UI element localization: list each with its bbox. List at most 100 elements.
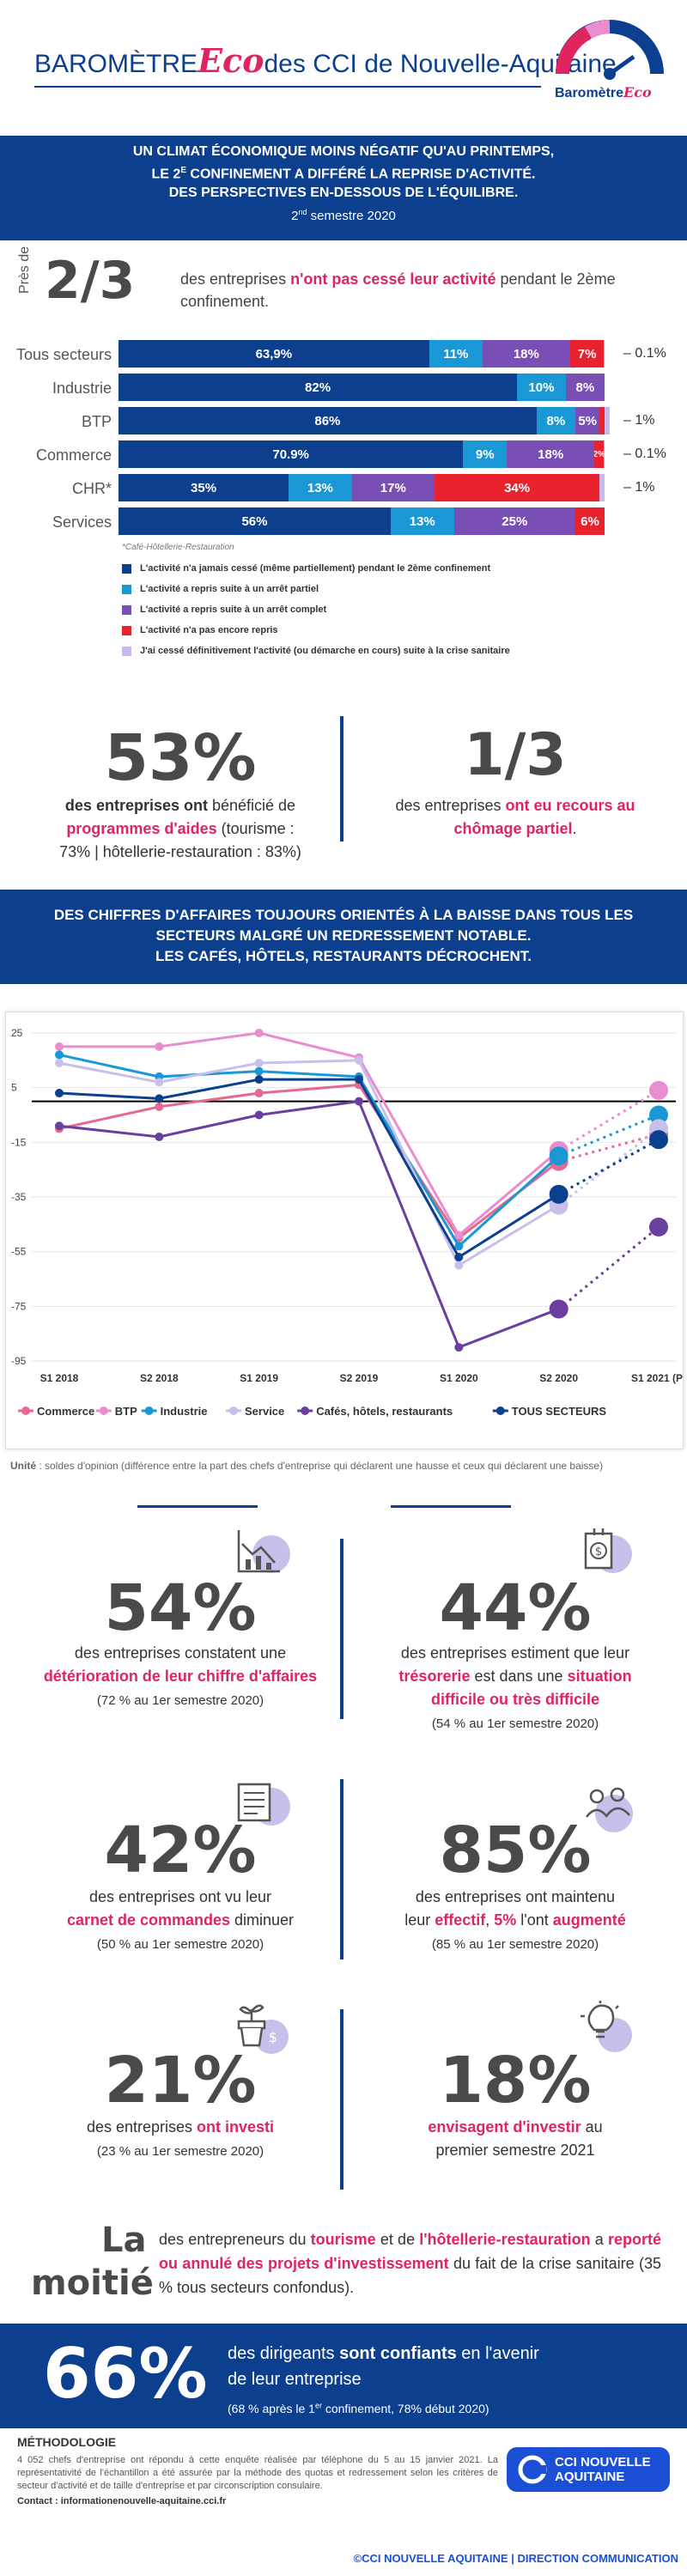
series-point (649, 1130, 668, 1150)
gauge-icon (556, 20, 664, 80)
series-point (55, 1042, 64, 1051)
intro-text: des entreprises n'ont pas cessé leur act… (180, 270, 616, 310)
bar-segment: 5% (575, 407, 600, 434)
legend-marker (21, 1406, 30, 1415)
header-title-eco: Eco (198, 41, 264, 80)
stat-54-big: 54% (104, 1571, 257, 1645)
grid-divider-1 (340, 1539, 344, 1719)
series-point (155, 1094, 164, 1103)
bar-footnote: *Café-Hôtellerie-Restauration (122, 543, 234, 552)
stat-53-big: 53% (104, 721, 257, 795)
legend-marker (495, 1406, 505, 1415)
cci-logo: CCI NOUVELLE AQUITAINE (507, 2447, 670, 2492)
series-projection (558, 1114, 660, 1157)
y-tick-label: -15 (11, 1136, 27, 1148)
legend-label: Service (245, 1405, 284, 1418)
banner2-line1: DES CHIFFRES D'AFFAIRES TOUJOURS ORIENTÉ… (53, 907, 634, 923)
logo-label: Baromètre (555, 86, 624, 100)
bar-segment: 13% (289, 474, 352, 501)
footer: ©CCI NOUVELLE AQUITAINE | DIRECTION COMM… (353, 2552, 678, 2565)
series-point (549, 1184, 568, 1204)
stat-42-text: des entreprises ont vu leur carnet de co… (66, 1888, 295, 1952)
legend-label: TOUS SECTEURS (512, 1405, 607, 1418)
banner-line3: DES PERSPECTIVES EN-DESSOUS DE L'ÉQUILIB… (168, 185, 519, 201)
legend-swatch (122, 646, 131, 656)
series-point (549, 1146, 568, 1166)
grid-divider-2 (340, 1779, 344, 1959)
legend-label: Commerce (37, 1405, 94, 1418)
intro-pres-de: Près de (17, 246, 32, 294)
x-tick-label: S2 2018 (140, 1372, 179, 1384)
legend-label: BTP (115, 1405, 137, 1418)
series-point (355, 1097, 363, 1106)
bar-segment: 8% (565, 374, 605, 401)
header-title: BAROMÈTREEcodes CCI de Nouvelle-Aquitain… (34, 41, 617, 80)
series-point (254, 1089, 264, 1098)
grid-top-line-right (391, 1505, 511, 1508)
intro-big: 2/3 (45, 251, 136, 311)
bar-outside-label: – 1% (623, 413, 655, 428)
dollar-doc-icon: $ (584, 1528, 632, 1573)
methodology-text: 4 052 chefs d'entreprise ont répondu à c… (17, 2455, 498, 2491)
legend-label: J'ai cessé définitivement l'activité (ou… (140, 646, 510, 656)
header-underline (34, 86, 541, 88)
stat-18-text: envisagent d'investir au premier semestr… (428, 2118, 603, 2159)
series-point (155, 1078, 164, 1087)
stats1-divider (340, 716, 344, 841)
series-point (155, 1132, 164, 1141)
order-book-icon (237, 1783, 290, 1826)
bar-segment (599, 407, 605, 434)
bar-segment (605, 407, 610, 434)
series-point (454, 1230, 464, 1240)
bar-outside-label: – 1% (623, 480, 655, 495)
series-point (55, 1059, 64, 1068)
legend-label: Industrie (161, 1405, 208, 1418)
y-tick-label: 25 (11, 1027, 23, 1039)
stat-44-text: des entreprises estiment que leur trésor… (398, 1644, 632, 1731)
moitie-text: des entrepreneurs du tourisme et de l'hô… (159, 2231, 662, 2296)
bar-segment: 70.9% (119, 440, 464, 468)
bar-outside-label: – 0.1% (623, 346, 666, 361)
bar-segment: 56% (119, 507, 391, 535)
series-point (254, 1029, 264, 1037)
banner-climate: UN CLIMAT ÉCONOMIQUE MOINS NÉGATIF QU'AU… (0, 136, 687, 240)
svg-text:$: $ (269, 2029, 277, 2045)
series-point (454, 1253, 464, 1262)
legend-label: L'activité a repris suite à un arrêt par… (140, 584, 319, 594)
legend-marker (99, 1406, 108, 1415)
series-point (649, 1218, 668, 1237)
legend-marker (229, 1406, 238, 1415)
grid-top-line (137, 1505, 258, 1508)
bar-legend-item: L'activité n'a pas encore repris (122, 625, 278, 635)
series-point (155, 1102, 164, 1111)
x-tick-label: S1 2021 (P) (631, 1372, 683, 1384)
series-point (454, 1261, 464, 1270)
bar-category-label: Industrie (52, 380, 112, 397)
series-line (58, 1078, 560, 1260)
bar-segment: 11% (429, 340, 483, 368)
banner-line2: LE 2E CONFINEMENT A DIFFÉRÉ LA REPRISE D… (151, 166, 536, 182)
confidence-banner: 66% des dirigeants sont confiants en l'a… (0, 2324, 687, 2428)
bar-category-label: CHR* (71, 480, 112, 497)
bar-legend-item: L'activité a repris suite à un arrêt com… (122, 605, 326, 615)
series-point (549, 1299, 568, 1319)
stat-42-big: 42% (104, 1814, 257, 1887)
bar-category-label: BTP (81, 413, 112, 430)
series-line (58, 1059, 560, 1267)
bar-segment (599, 474, 605, 501)
stat-third-big: 1/3 (464, 721, 567, 789)
series-point (355, 1055, 363, 1065)
barometre-logo: BaromètreEco (550, 14, 670, 117)
bar-outside-label: – 0.1% (623, 447, 666, 461)
y-tick-label: -35 (11, 1191, 27, 1203)
logo-text: BaromètreEco (555, 84, 652, 101)
stat-21-text: des entreprises ont investi (23 % au 1er… (86, 2118, 275, 2159)
legend-label: L'activité a repris suite à un arrêt com… (140, 605, 327, 615)
banner2-line3: LES CAFÉS, HÔTELS, RESTAURANTS DÉCROCHEN… (155, 948, 532, 964)
legend-swatch (122, 605, 131, 615)
x-tick-label: S1 2018 (40, 1372, 79, 1384)
banner-line1: UN CLIMAT ÉCONOMIQUE MOINS NÉGATIF QU'AU… (132, 144, 555, 159)
bar-segment: 63,9% (119, 340, 429, 368)
grid-divider-3 (340, 2009, 344, 2190)
series-projection (557, 1138, 660, 1196)
